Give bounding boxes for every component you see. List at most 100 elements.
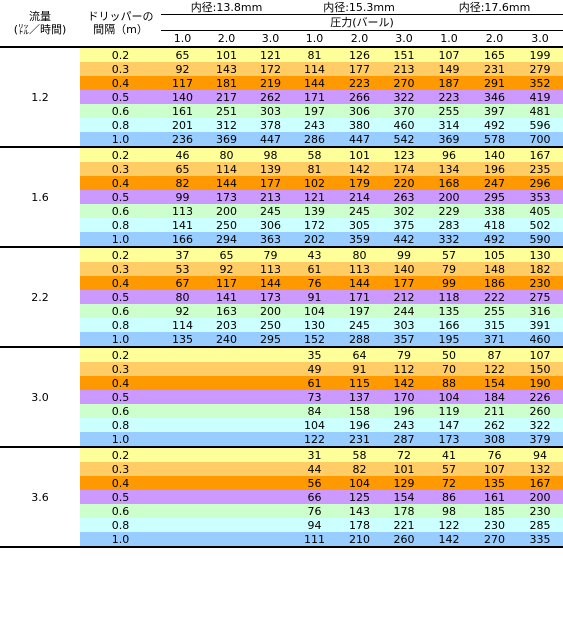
spacing-value: 0.4 [80,376,161,390]
flow-rate-cell: 250 [204,218,249,232]
flow-rate-cell [161,490,204,504]
flow-rate-cell: 316 [517,304,563,318]
flow-rate-cell: 346 [472,90,518,104]
flow-rate-cell [249,347,293,362]
flow-rate-cell [161,532,204,548]
flow-rate-cell: 142 [382,376,427,390]
spacing-value: 0.2 [80,247,161,262]
flow-rate-cell: 126 [337,47,383,62]
flow-rate-cell: 260 [517,404,563,418]
flow-rate-cell: 315 [472,318,518,332]
flow-rate-cell: 79 [382,347,427,362]
flow-rate-cell: 335 [517,532,563,548]
flow-rate-cell: 86 [426,490,473,504]
flow-rate-cell: 66 [292,490,338,504]
flow-rate-cell: 196 [382,404,427,418]
flow-rate-cell [204,362,249,376]
flow-rate-cell: 186 [472,276,518,290]
spacing-value: 1.0 [80,132,161,148]
flow-rate-cell: 125 [337,490,383,504]
flow-rate-cell: 303 [382,318,427,332]
flow-rate-cell: 135 [426,304,473,318]
flow-rate-cell: 214 [337,190,383,204]
flow-rate-cell: 460 [517,332,563,348]
flow-value: 2.2 [0,247,80,348]
table-row: 3.0 0.2 35 64 79 50 87 107 [0,347,563,448]
pressure-value: 1.0 [161,30,204,48]
flow-rate-cell: 202 [292,232,338,248]
flow-rate-cell: 143 [204,62,249,76]
flow-rate-cell: 65 [161,162,204,176]
diameter-header-3: 内径:17.6mm [426,0,563,15]
flow-rate-cell: 447 [249,132,293,148]
flow-rate-cell: 363 [249,232,293,248]
spacing-value: 0.8 [80,418,161,432]
flow-rate-cell: 353 [517,190,563,204]
flow-rate-cell: 166 [161,232,204,248]
flow-rate-cell: 195 [426,332,473,348]
flow-rate-cell: 305 [337,218,383,232]
flow-rate-cell: 270 [472,532,518,548]
flow-rate-cell [161,418,204,432]
flow-rate-cell: 199 [517,47,563,62]
flow-rate-cell: 230 [517,276,563,290]
flow-rate-cell: 147 [426,418,473,432]
pressure-value: 2.0 [337,30,383,48]
spacing-value: 0.3 [80,262,161,276]
flow-rate-cell: 132 [517,462,563,476]
flow-rate-cell: 49 [292,362,338,376]
pressure-value: 3.0 [517,30,563,48]
flow-rate-cell: 57 [426,462,473,476]
flow-rate-cell: 502 [517,218,563,232]
pressure-value: 2.0 [204,30,249,48]
pressure-header: 圧力(バール) [161,14,563,31]
pressure-value: 3.0 [382,30,427,48]
flow-rate-cell: 306 [249,218,293,232]
table-row: 0.6 92 163 200 104 197 244 135 255 316 [0,304,563,318]
flow-rate-cell: 140 [161,90,204,104]
flow-rate-cell [161,504,204,518]
flow-rate-cell: 137 [337,390,383,404]
table-row: 0.5 80 141 173 91 171 212 118 222 275 [0,290,563,304]
flow-rate-cell [204,432,249,448]
flow-rate-cell: 283 [426,218,473,232]
flow-rate-cell: 213 [249,190,293,204]
flow-rate-cell: 379 [517,432,563,448]
flow-rate-cell: 81 [292,47,338,62]
flow-rate-cell: 371 [472,332,518,348]
spacing-value: 0.6 [80,204,161,218]
flow-rate-cell: 107 [517,347,563,362]
flow-rate-cell: 578 [472,132,518,148]
flow-rate-cell [204,532,249,548]
flow-rate-cell: 322 [517,418,563,432]
flow-rate-cell: 200 [426,190,473,204]
flow-rate-cell: 288 [337,332,383,348]
diameter-header-2: 内径:15.3mm [292,0,427,15]
flow-rate-cell: 226 [517,390,563,404]
pressure-value: 1.0 [426,30,473,48]
flow-rate-cell: 181 [204,76,249,90]
spacing-value: 0.3 [80,162,161,176]
flow-rate-cell: 177 [249,176,293,190]
flow-rate-cell: 167 [517,476,563,490]
flow-rate-cell: 80 [337,247,383,262]
flow-rate-cell: 111 [292,532,338,548]
flow-rate-cell: 119 [426,404,473,418]
flow-rate-cell: 43 [292,247,338,262]
flow-rate-cell: 255 [472,304,518,318]
table-body: 1.2 0.2 65 101 121 81 126 151 107 165 199 0.3 92 143 1… [0,47,563,548]
flow-rate-cell: 161 [472,490,518,504]
flow-rate-cell: 314 [426,118,473,132]
flow-rate-cell: 235 [517,162,563,176]
flow-rate-cell: 151 [382,47,427,62]
spacing-value: 0.8 [80,218,161,232]
flow-rate-cell [161,362,204,376]
flow-rate-cell: 92 [161,304,204,318]
pressure-value: 1.0 [292,30,338,48]
flow-rate-cell: 405 [517,204,563,218]
flow-rate-cell: 99 [426,276,473,290]
flow-rate-cell: 104 [292,418,338,432]
table-row: 1.2 0.2 65 101 121 81 126 151 107 165 199 [0,47,563,148]
flow-rate-cell [161,376,204,390]
table-row: 0.8 94 178 221 122 230 285 [0,518,563,532]
